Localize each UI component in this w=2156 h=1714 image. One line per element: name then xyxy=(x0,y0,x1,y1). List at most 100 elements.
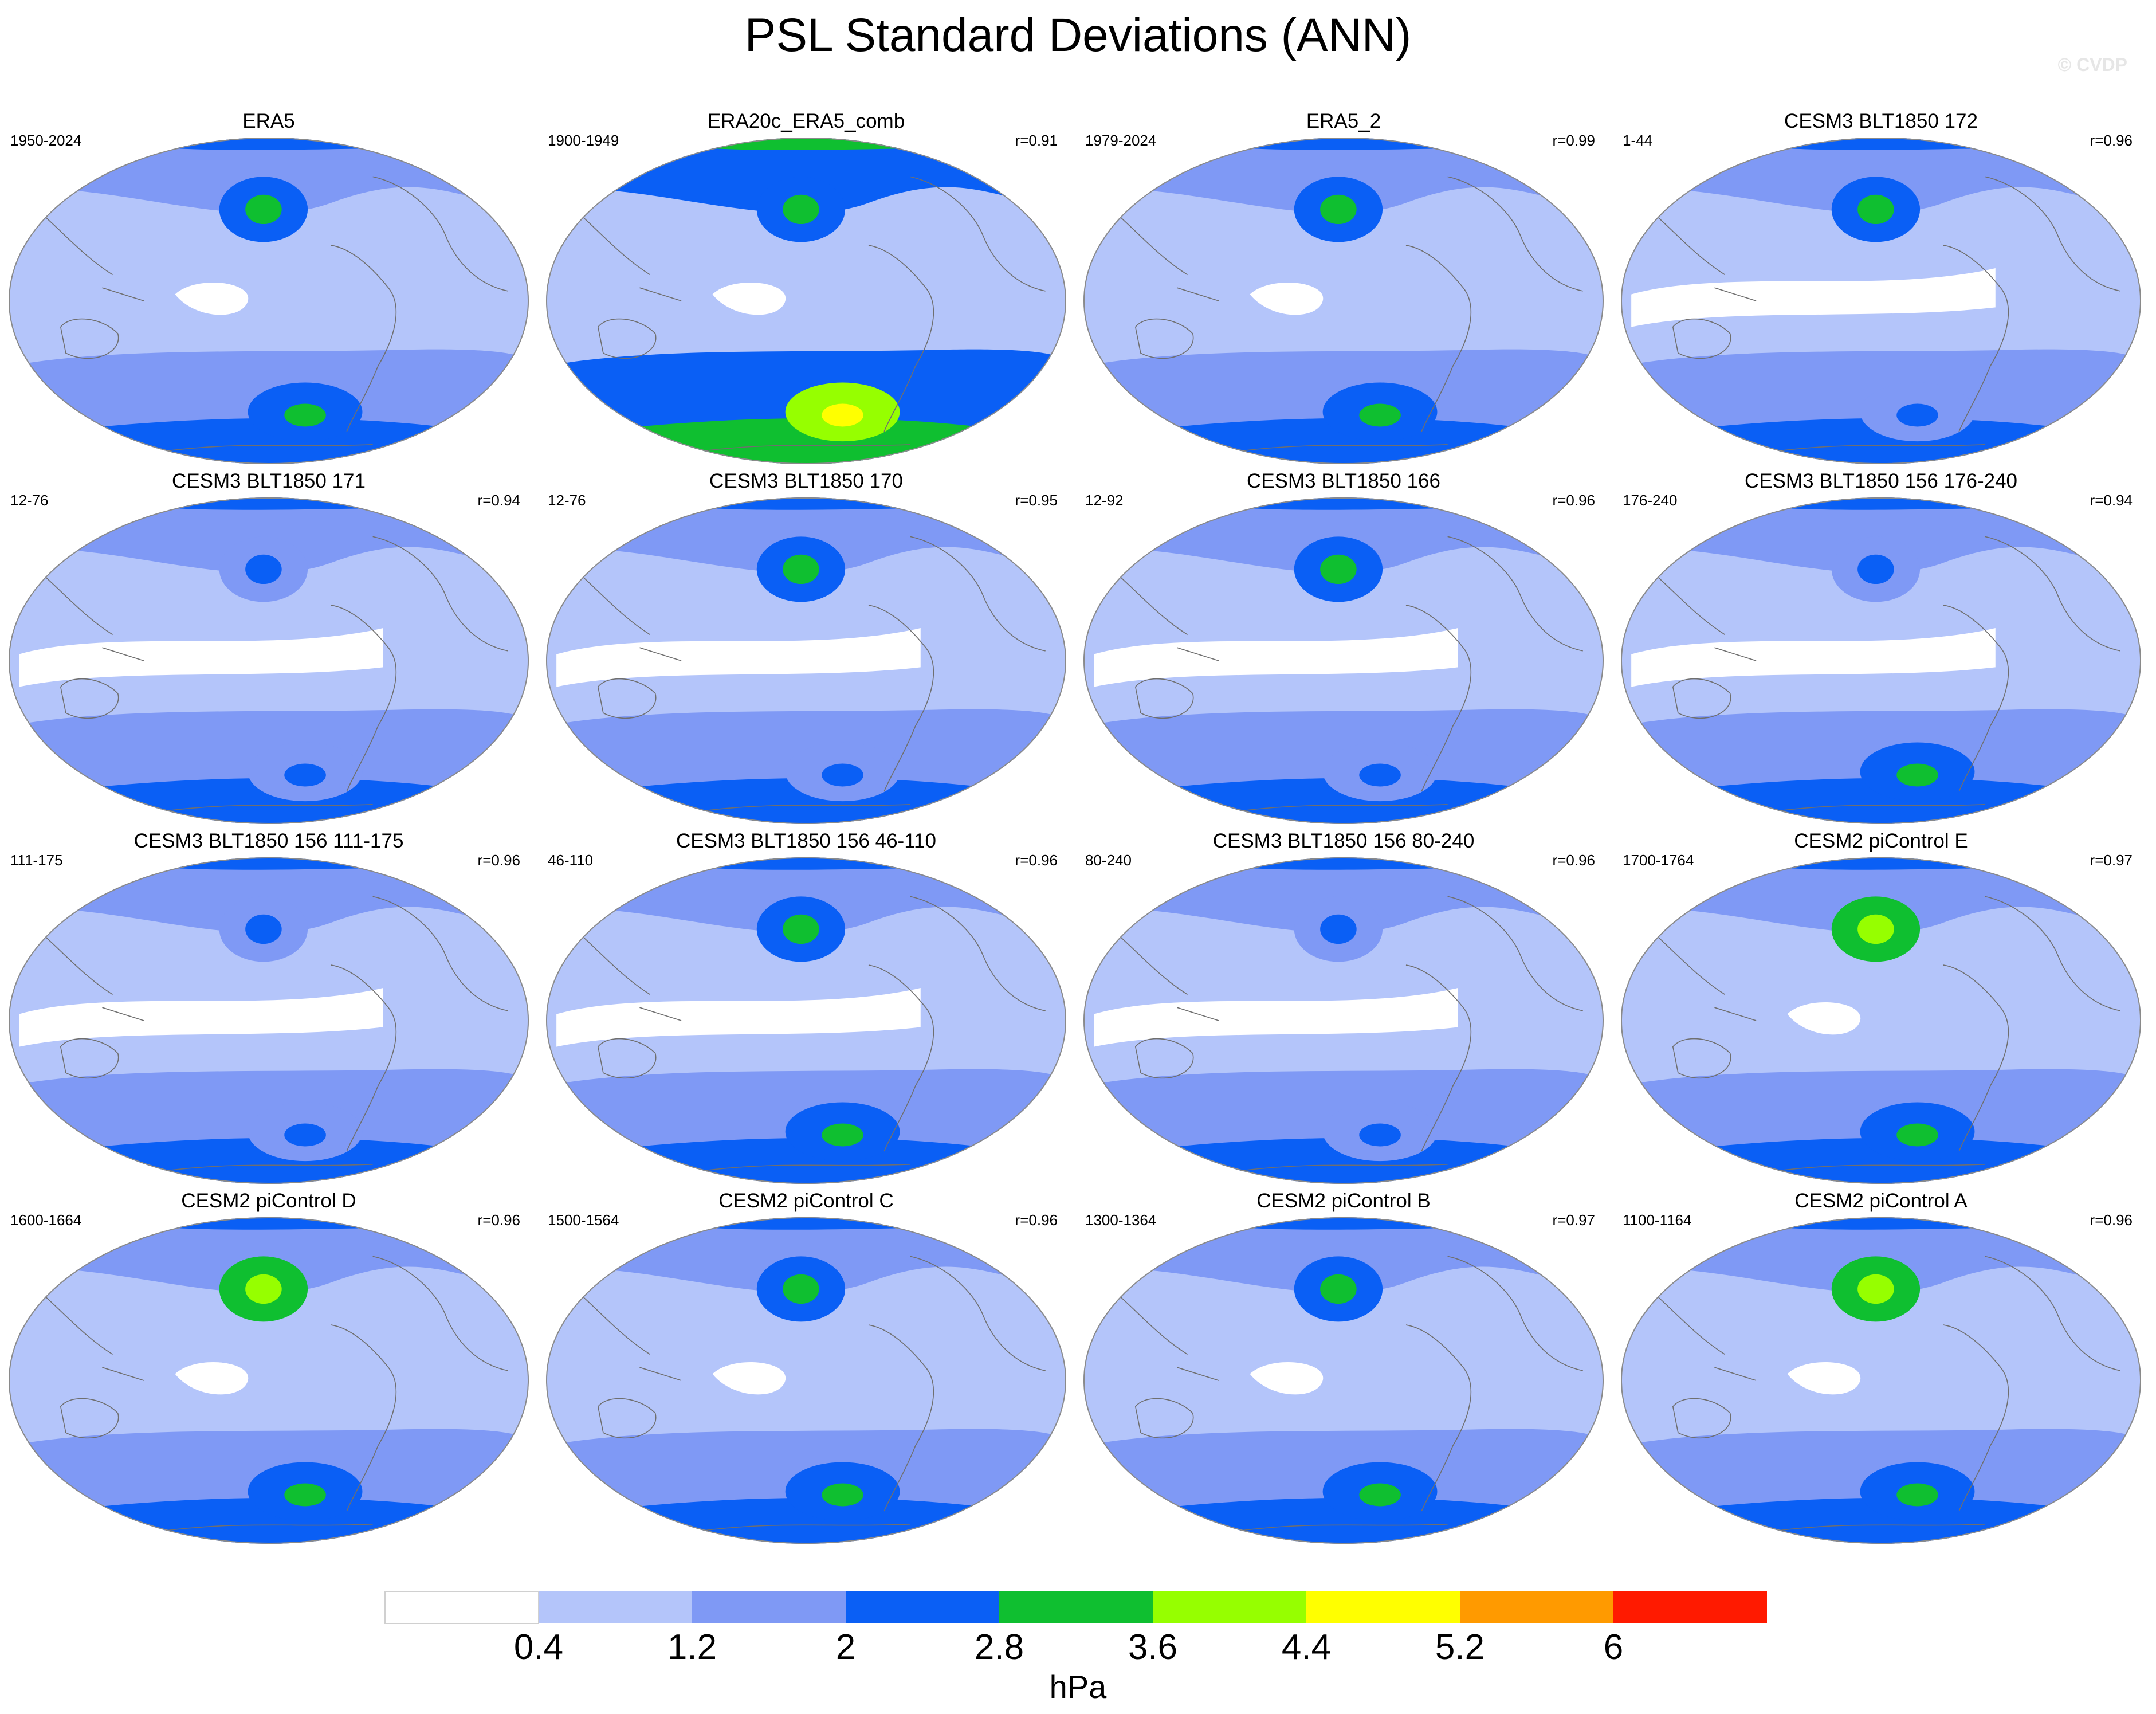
south-america-coastline xyxy=(868,245,934,432)
map-border xyxy=(1621,138,2141,464)
map-panel: CESM2 piControl B 1300-1364 r=0.97 xyxy=(1075,1189,1612,1555)
south-pacific-core xyxy=(1359,1483,1401,1507)
south-america-coastline xyxy=(1943,1324,2009,1512)
north-pacific-core xyxy=(1857,1274,1894,1304)
south-america-coastline xyxy=(1943,605,2009,792)
panel-years: 176-240 xyxy=(1623,492,1678,509)
panel-years: 1950-2024 xyxy=(10,132,82,149)
panel-pattern-correlation: r=0.96 xyxy=(2090,1211,2133,1229)
map-panel: CESM3 BLT1850 156 111-175 111-175 r=0.96 xyxy=(0,829,537,1195)
australia-coastline xyxy=(1672,1398,1731,1439)
panel-years: 12-76 xyxy=(10,492,49,509)
antarctica-coastline xyxy=(1239,1524,1448,1531)
panel-title: CESM3 BLT1850 170 xyxy=(709,470,903,492)
figure-title: PSL Standard Deviations (ANN) xyxy=(744,9,1412,61)
south-pacific-core xyxy=(1359,1123,1401,1147)
watermark: © CVDP xyxy=(2057,54,2127,75)
north-pacific-core xyxy=(1320,1274,1357,1304)
antarctica-coastline xyxy=(1777,1524,1985,1531)
panel-pattern-correlation: r=0.97 xyxy=(1552,1211,1595,1229)
panel-pattern-correlation: r=0.96 xyxy=(477,1211,520,1229)
panel-years: 111-175 xyxy=(10,852,63,869)
arctic-max-band xyxy=(639,138,963,150)
map-panel: CESM3 BLT1850 156 46-110 46-110 r=0.96 xyxy=(537,829,1075,1195)
panel-pattern-correlation: r=0.96 xyxy=(1015,1211,1058,1229)
antarctica-coastline xyxy=(1777,1164,1985,1171)
robinson-map xyxy=(9,1217,529,1544)
panel-pattern-correlation: r=0.96 xyxy=(2090,132,2133,149)
north-america-coastline xyxy=(372,1256,508,1371)
panel-pattern-correlation: r=0.96 xyxy=(1015,852,1058,869)
panel-years: 1-44 xyxy=(1623,132,1653,149)
north-america-coastline xyxy=(1447,176,1583,292)
arctic-max-band xyxy=(1177,138,1500,150)
australia-coastline xyxy=(60,1038,119,1079)
antarctica-coastline xyxy=(702,444,910,452)
north-pacific-core xyxy=(1857,194,1894,225)
antarctica-coastline xyxy=(1777,804,1985,811)
north-america-coastline xyxy=(1985,896,2120,1011)
north-pacific-core xyxy=(245,554,282,585)
map-border xyxy=(1621,497,2141,824)
panel-title: CESM3 BLT1850 156 80-240 xyxy=(1212,830,1475,852)
north-america-coastline xyxy=(910,176,1046,292)
australia-coastline xyxy=(60,678,119,719)
map-panel: ERA5 1950-2024 xyxy=(0,109,537,476)
panel-title: CESM2 piControl E xyxy=(1794,830,1968,852)
map-panel: CESM2 piControl D 1600-1664 r=0.96 xyxy=(0,1189,537,1555)
australia-coastline xyxy=(597,678,657,719)
south-america-coastline xyxy=(1405,964,1471,1152)
panel-pattern-correlation: r=0.97 xyxy=(2090,852,2133,869)
map-border xyxy=(546,138,1066,464)
australia-coastline xyxy=(1134,318,1194,359)
south-pacific-core xyxy=(284,1123,326,1147)
tropical-band-minimum xyxy=(1631,268,1996,327)
map-border xyxy=(546,1217,1066,1544)
robinson-map xyxy=(546,1217,1066,1544)
robinson-map xyxy=(1083,138,1604,464)
robinson-map xyxy=(9,497,529,824)
map-border xyxy=(9,1217,529,1544)
panel-title: CESM2 piControl D xyxy=(181,1190,356,1212)
north-pacific-core xyxy=(1857,914,1894,944)
north-america-coastline xyxy=(1447,896,1583,1011)
australia-coastline xyxy=(1672,678,1731,719)
panel-years: 12-92 xyxy=(1085,492,1124,509)
north-pacific-core xyxy=(1857,554,1894,585)
panel-pattern-correlation: r=0.91 xyxy=(1015,132,1058,149)
robinson-map xyxy=(1621,138,2141,464)
panel-pattern-correlation: r=0.96 xyxy=(477,852,520,869)
panel-title: CESM2 piControl B xyxy=(1256,1190,1431,1212)
panel-pattern-correlation: r=0.94 xyxy=(2090,492,2133,509)
south-america-coastline xyxy=(1943,245,2009,432)
tropical-pacific-minimum xyxy=(1250,1362,1324,1395)
tropical-pacific-minimum xyxy=(1787,1362,1861,1395)
north-pacific-core xyxy=(783,194,819,225)
tropical-pacific-minimum xyxy=(175,1362,249,1395)
map-border xyxy=(1083,497,1604,824)
south-pacific-core xyxy=(1359,403,1401,427)
map-panel: CESM3 BLT1850 171 12-76 r=0.94 xyxy=(0,469,537,836)
north-pacific-core xyxy=(1320,554,1357,585)
panel-pattern-correlation: r=0.96 xyxy=(1552,492,1595,509)
south-pacific-core xyxy=(284,763,326,787)
south-america-coastline xyxy=(331,605,396,792)
panel-title: CESM2 piControl A xyxy=(1794,1190,1968,1212)
tropical-pacific-minimum xyxy=(1787,1002,1861,1035)
north-pacific-core xyxy=(245,194,282,225)
robinson-map xyxy=(546,138,1066,464)
panel-years: 1700-1764 xyxy=(1623,852,1694,869)
australia-coastline xyxy=(597,1038,657,1079)
map-panel: CESM3 BLT1850 172 1-44 r=0.96 xyxy=(1612,109,2150,476)
arctic-max-band xyxy=(102,497,425,510)
tropical-band-minimum xyxy=(1094,988,1458,1047)
south-america-coastline xyxy=(868,605,934,792)
panel-years: 1500-1564 xyxy=(548,1211,619,1229)
arctic-max-band xyxy=(639,1217,963,1230)
map-border xyxy=(9,497,529,824)
antarctica-coastline xyxy=(702,1524,910,1531)
panel-pattern-correlation: r=0.94 xyxy=(477,492,520,509)
panel-title: CESM3 BLT1850 172 xyxy=(1784,110,1978,132)
antarctica-coastline xyxy=(1239,444,1448,452)
south-america-coastline xyxy=(1405,1324,1471,1512)
